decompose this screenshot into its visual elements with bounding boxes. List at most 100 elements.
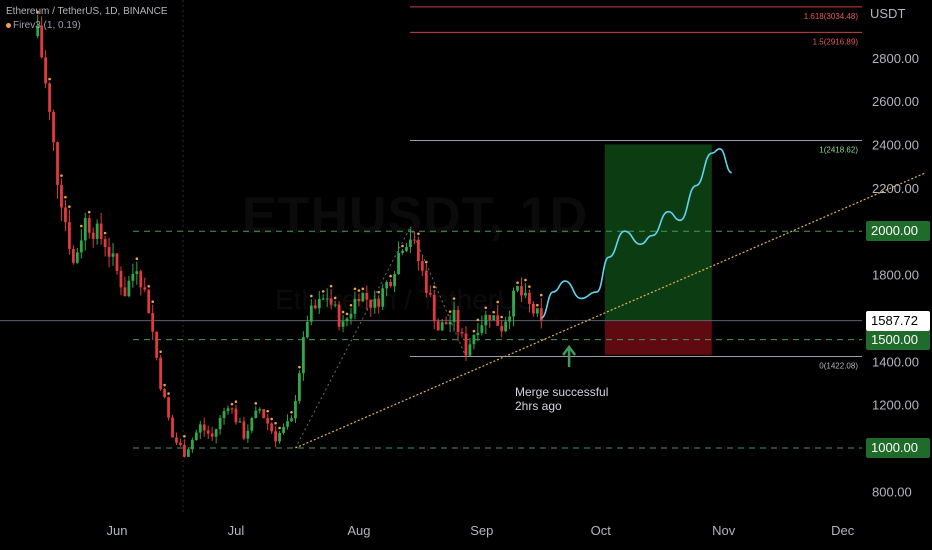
- candle-body: [468, 344, 472, 356]
- candle-body: [95, 223, 99, 239]
- y-tick-label: 2200.00: [872, 181, 919, 196]
- candle-body: [448, 321, 452, 325]
- candle-body: [214, 429, 218, 437]
- indicator-label: Firev3 (1, 0.19): [13, 20, 81, 31]
- candle-body: [456, 309, 460, 333]
- zigzag-line: [409, 226, 467, 358]
- indicator-marker: [361, 287, 365, 291]
- time-axis[interactable]: Jun Jul Aug Sep Oct Nov Dec: [107, 523, 855, 538]
- indicator-marker: [230, 402, 234, 406]
- candle-body: [397, 253, 400, 275]
- merge-annotation: Merge successful 2hrs ago: [515, 385, 608, 413]
- candle-body: [365, 292, 369, 300]
- candle-body: [504, 321, 508, 332]
- indicator-marker: [183, 435, 186, 438]
- candle-body: [294, 400, 297, 419]
- candle-body: [301, 337, 305, 374]
- candle-body: [175, 437, 178, 443]
- candle-body: [64, 207, 67, 223]
- candle-body: [190, 440, 194, 450]
- candle-body: [341, 321, 345, 327]
- candle-body: [321, 298, 325, 300]
- x-tick-label: Sep: [470, 523, 493, 538]
- y-tick-label: 1200.00: [872, 398, 919, 413]
- currency-label[interactable]: USDT: [870, 6, 906, 21]
- candle-body: [298, 373, 301, 401]
- indicator-marker: [432, 285, 436, 289]
- y-tick-label: 1400.00: [872, 354, 919, 369]
- candle-body: [424, 270, 428, 293]
- candle-body: [139, 271, 143, 288]
- candle-body: [52, 111, 55, 143]
- indicator-marker: [500, 315, 503, 319]
- price-axis[interactable]: 800.001000.001200.001400.001600.001800.0…: [872, 51, 919, 500]
- indicator-marker: [60, 174, 63, 177]
- candle-body: [238, 421, 242, 423]
- candle-body: [202, 424, 206, 431]
- indicator-legend[interactable]: Firev3 (1, 0.19): [6, 20, 81, 31]
- symbol-watermark: ETHUSDT, 1D: [242, 186, 588, 246]
- candle-body: [464, 333, 468, 356]
- candle-body: [416, 239, 420, 262]
- indicator-marker: [290, 411, 293, 414]
- symbol-title[interactable]: Ethereum / TetherUS, 1D, BINANCE: [6, 6, 168, 17]
- y-tick-label: 2800.00: [872, 51, 919, 66]
- chart-overlays: [295, 148, 927, 449]
- candle-body: [381, 288, 385, 307]
- candle-body: [246, 430, 250, 439]
- indicator-marker: [68, 205, 71, 208]
- fib-level-label: 1.618(3034.48): [804, 12, 859, 21]
- candle-body: [401, 250, 404, 254]
- candle-body: [313, 305, 317, 309]
- candle-body: [222, 411, 226, 418]
- candle-body: [262, 409, 266, 419]
- candle-body: [183, 444, 186, 457]
- y-tick-label: 1800.00: [872, 268, 919, 283]
- indicator-marker: [345, 312, 349, 316]
- candle-body: [535, 308, 539, 314]
- indicator-marker: [151, 300, 154, 304]
- candle-body: [218, 417, 222, 430]
- indicator-marker: [135, 257, 139, 260]
- candle-body: [282, 426, 285, 433]
- level-lines: 1.618(3034.48) 1.5(2916.89) 1(2418.62) 0(14…: [0, 6, 862, 449]
- candle-body: [79, 240, 83, 253]
- indicator-marker: [270, 417, 273, 421]
- candle-body: [48, 83, 51, 112]
- indicator-marker: [448, 310, 452, 313]
- candle-body: [75, 252, 79, 263]
- indicator-marker: [333, 296, 337, 300]
- annotation-line-2: 2hrs ago: [515, 399, 562, 413]
- candle-body: [147, 289, 151, 314]
- indicator-marker: [377, 290, 381, 294]
- position-zones: [604, 144, 712, 355]
- fib-level-label: 1.5(2916.89): [813, 37, 859, 46]
- candle-body: [44, 57, 48, 84]
- candle-body: [500, 325, 504, 332]
- candle-body: [68, 222, 71, 250]
- candle-body: [520, 285, 523, 296]
- candle-body: [432, 294, 436, 322]
- level-price-badge: 1500.00: [866, 329, 930, 350]
- candle-body: [254, 410, 258, 418]
- indicator-marker: [536, 303, 539, 307]
- current-price-badge: 1587.72: [866, 310, 930, 331]
- candle-body: [305, 321, 309, 338]
- arrow-up-icon: [562, 344, 577, 367]
- fib-level-label: 1(2418.62): [819, 145, 858, 154]
- candle-body: [103, 239, 107, 248]
- indicator-marker: [48, 77, 51, 81]
- indicator-marker: [310, 294, 313, 298]
- indicator-marker: [357, 289, 361, 292]
- candle-body: [99, 223, 103, 240]
- candle-body: [333, 304, 337, 306]
- indicator-marker: [103, 231, 107, 235]
- candle-body: [250, 417, 254, 431]
- candle-body: [345, 318, 349, 322]
- level-price-badge: 1000.00: [866, 438, 930, 458]
- candle-body: [206, 430, 210, 434]
- indicator-marker: [492, 310, 496, 314]
- indicator-marker: [274, 421, 277, 425]
- candle-body: [143, 287, 147, 290]
